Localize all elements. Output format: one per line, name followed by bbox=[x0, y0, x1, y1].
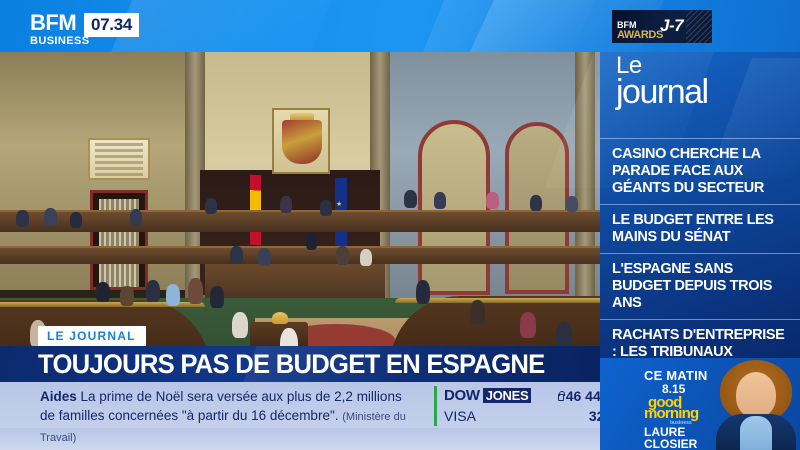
sidebar-title: Le journal bbox=[616, 52, 709, 111]
person-figure bbox=[205, 198, 217, 214]
upper-bench-row bbox=[0, 210, 605, 232]
person-figure bbox=[188, 278, 203, 304]
person-figure bbox=[166, 284, 180, 306]
chamber-door bbox=[90, 190, 148, 290]
person-figure bbox=[96, 282, 110, 302]
person-figure bbox=[70, 212, 82, 228]
host-shirt bbox=[740, 416, 772, 450]
person-figure bbox=[280, 196, 292, 213]
promo-when: CE MATIN bbox=[644, 368, 708, 383]
gallery-rail bbox=[395, 298, 605, 303]
person-figure bbox=[470, 300, 485, 324]
person-figure bbox=[404, 190, 417, 208]
host-avatar bbox=[710, 358, 800, 450]
person-figure bbox=[130, 209, 142, 226]
show-logo-sub: business bbox=[670, 420, 692, 426]
bench-row bbox=[0, 246, 605, 264]
headline-bar bbox=[0, 346, 605, 382]
wall-arch-panel bbox=[418, 120, 490, 295]
person-figure bbox=[566, 196, 578, 212]
person-figure bbox=[336, 246, 349, 265]
list-item[interactable]: LE BUDGET ENTRE LES MAINS DU SÉNAT bbox=[600, 204, 800, 253]
ticker-label: Aides bbox=[40, 389, 77, 404]
upcoming-show-promo[interactable]: CE MATIN 8.15 good morning business LAUR… bbox=[600, 358, 800, 450]
quote-name: VISA bbox=[444, 408, 476, 424]
host-name: LAURE CLOSIER bbox=[644, 426, 697, 450]
ticker-body: La prime de Noël sera versée aux plus de… bbox=[40, 389, 402, 423]
news-ticker: Aides La prime de Noël sera versée aux p… bbox=[0, 382, 640, 444]
show-logo-line1: good bbox=[648, 394, 682, 411]
person-figure bbox=[16, 210, 29, 227]
spanish-coat-of-arms-icon bbox=[272, 108, 330, 174]
person-figure bbox=[146, 280, 160, 302]
person-figure bbox=[306, 232, 317, 250]
awards-brand-bottom: AWARDS bbox=[617, 29, 663, 41]
promo-time: 8.15 bbox=[662, 382, 686, 396]
sidebar-title-line2: journal bbox=[616, 73, 709, 111]
channel-logo-sub: BUSINESS bbox=[30, 35, 90, 47]
channel-logo-main: BFM bbox=[30, 10, 77, 35]
channel-logo: BFM BUSINESS bbox=[30, 12, 89, 47]
host-face bbox=[736, 372, 776, 418]
ticker-text: Aides La prime de Noël sera versée aux p… bbox=[40, 387, 420, 448]
wall-plaque bbox=[88, 138, 150, 180]
person-figure bbox=[416, 280, 430, 304]
speaker-rostrum bbox=[205, 262, 385, 302]
awards-brand-top: BFM bbox=[617, 20, 637, 30]
person-figure bbox=[360, 249, 372, 266]
gallery-rail bbox=[0, 302, 205, 307]
lower-third-banner: LE JOURNAL TOUJOURS PAS DE BUDGET EN ESP… bbox=[0, 326, 605, 382]
list-item[interactable]: CASINO CHERCHE LA PARADE FACE AUX GÉANTS… bbox=[600, 138, 800, 204]
person-figure bbox=[320, 200, 332, 216]
person-figure bbox=[120, 286, 134, 306]
quote-name-box: JONES bbox=[482, 388, 532, 403]
headline-list: CASINO CHERCHE LA PARADE FACE AUX GÉANTS… bbox=[600, 138, 800, 385]
program-tag: LE JOURNAL bbox=[38, 326, 146, 346]
person-figure bbox=[556, 322, 572, 350]
list-item[interactable]: L'ESPAGNE SANS BUDGET DEPUIS TROIS ANS bbox=[600, 253, 800, 319]
person-figure bbox=[520, 312, 536, 338]
person-figure bbox=[210, 286, 224, 308]
main-headline: TOUJOURS PAS DE BUDGET EN ESPAGNE bbox=[38, 349, 545, 379]
host-name-line2: CLOSIER bbox=[644, 437, 698, 450]
person-figure bbox=[44, 208, 57, 226]
host-name-line1: LAURE bbox=[644, 425, 686, 439]
person-figure bbox=[230, 246, 243, 264]
awards-countdown: J-7 bbox=[660, 16, 684, 35]
top-bar: BFM BUSINESS 07.34 BFM AWARDS J-7 bbox=[0, 0, 800, 52]
sidebar-title-line1: Le bbox=[616, 52, 642, 79]
headlines-sidebar: Le journal CASINO CHERCHE LA PARADE FACE… bbox=[600, 48, 800, 450]
person-figure bbox=[258, 248, 271, 266]
quote-name: DOW JONES bbox=[444, 387, 532, 404]
show-logo-line2: morning bbox=[644, 405, 699, 422]
person-figure bbox=[530, 195, 542, 211]
lock-icon bbox=[557, 390, 566, 401]
person-figure bbox=[486, 192, 499, 209]
desk-lamp-icon bbox=[272, 312, 288, 324]
awards-promo-badge[interactable]: BFM AWARDS J-7 bbox=[612, 10, 712, 43]
person-figure bbox=[434, 192, 446, 209]
quotes-divider bbox=[434, 386, 437, 426]
person-figure bbox=[232, 312, 248, 338]
on-air-clock: 07.34 bbox=[84, 13, 140, 37]
ticker-source: (Ministère du Travail) bbox=[40, 411, 406, 444]
hatch-pattern-icon bbox=[686, 10, 712, 43]
